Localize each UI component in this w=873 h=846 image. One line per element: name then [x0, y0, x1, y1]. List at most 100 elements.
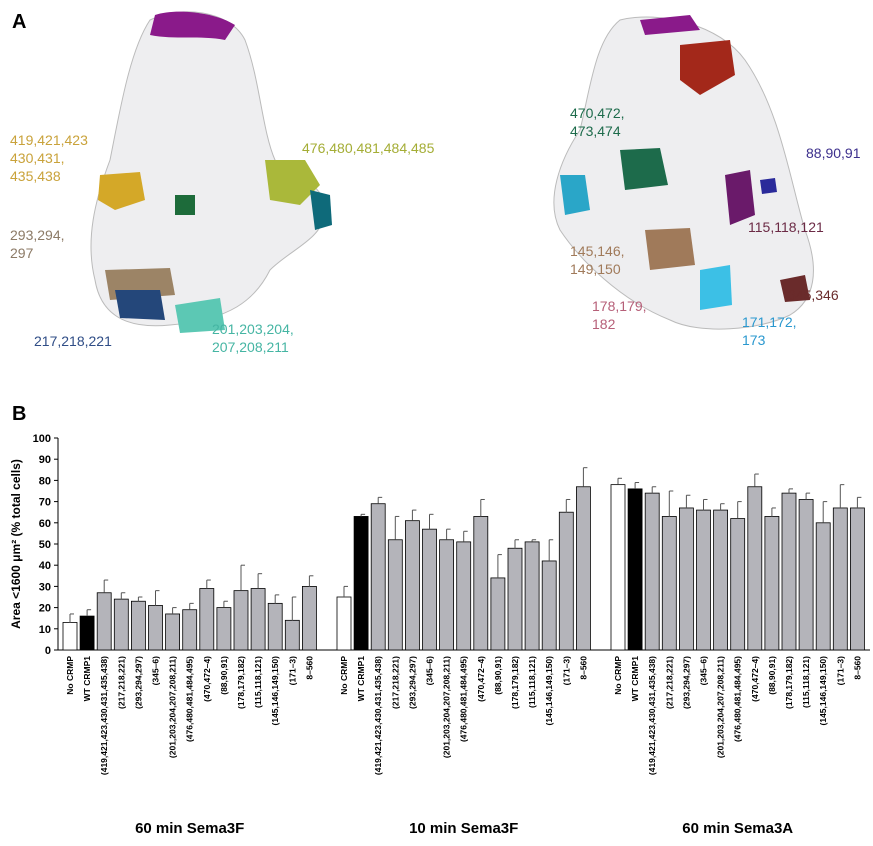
- bar: [645, 493, 659, 650]
- bar: [559, 512, 573, 650]
- bar: [371, 504, 385, 650]
- x-tick-label: No CRMP: [613, 656, 623, 695]
- residue-label: 345,346: [788, 287, 839, 303]
- y-tick-label: 70: [39, 497, 51, 509]
- bar: [765, 516, 779, 650]
- bar: [782, 493, 796, 650]
- x-tick-label: (293,294,297): [133, 656, 143, 709]
- bar: [576, 487, 590, 650]
- bar: [508, 548, 522, 650]
- residue-label: 293,294,: [10, 227, 65, 243]
- x-tick-label: (201,203,204,207,208,211): [168, 656, 178, 758]
- x-tick-label: (145,146,149,150): [544, 656, 554, 726]
- residue-label: 88,90,91: [806, 145, 861, 161]
- x-tick-label: (217,218,221): [116, 656, 126, 709]
- bar: [440, 540, 454, 650]
- x-tick-label: (476,480,481,484,495): [459, 656, 469, 742]
- bar: [302, 586, 316, 650]
- x-tick-label: 8–560: [304, 656, 314, 680]
- residue-label: 217,218,221: [34, 333, 112, 349]
- x-tick-label: (88,90,91): [219, 656, 229, 695]
- bar: [611, 485, 625, 650]
- x-tick-label: WT CRMP1: [356, 656, 366, 702]
- x-tick-label: (171–3): [287, 656, 297, 685]
- x-tick-label: (476,480,481,484,495): [733, 656, 743, 742]
- residue-label: 145,146,: [570, 243, 625, 259]
- bar: [833, 508, 847, 650]
- figure: A B Area <1600 μm² (% total cells) 419,4…: [0, 0, 873, 841]
- y-axis-label: Area <1600 μm² (% total cells): [9, 459, 23, 629]
- bar: [149, 605, 163, 650]
- x-tick-label: (419,421,423,430,431,435,438): [373, 656, 383, 775]
- bar: [285, 620, 299, 650]
- bar: [628, 489, 642, 650]
- bar: [423, 529, 437, 650]
- x-tick-label: (115,118,121): [527, 656, 537, 708]
- x-tick-label: (293,294,297): [407, 656, 417, 709]
- x-tick-label: (419,421,423,430,431,435,438): [99, 656, 109, 775]
- x-tick-label: (201,203,204,207,208,211): [716, 656, 726, 758]
- panel-label: A: [12, 11, 26, 33]
- surface-patch: [620, 148, 668, 190]
- residue-label: 297: [10, 245, 34, 261]
- x-tick-label: (88,90,91): [767, 656, 777, 695]
- y-tick-label: 100: [33, 433, 51, 445]
- group-label: 60 min Sema3A: [682, 820, 793, 837]
- surface-patch: [175, 195, 195, 215]
- bar: [200, 589, 214, 650]
- residue-label: 178,179,: [592, 298, 647, 314]
- bar: [457, 542, 471, 650]
- bar: [679, 508, 693, 650]
- bar: [491, 578, 505, 650]
- y-tick-label: 20: [39, 603, 51, 615]
- bar: [662, 516, 676, 650]
- bar: [748, 487, 762, 650]
- bar: [405, 521, 419, 650]
- x-tick-label: (470,472–4): [202, 656, 212, 702]
- x-tick-label: (171–3): [561, 656, 571, 685]
- bar: [799, 499, 813, 650]
- x-tick-label: (217,218,221): [664, 656, 674, 709]
- x-tick-label: (145,146,149,150): [818, 656, 828, 726]
- bar: [474, 516, 488, 650]
- y-tick-label: 90: [39, 454, 51, 466]
- bar: [217, 608, 231, 650]
- residue-label: 470,472,: [570, 105, 625, 121]
- bar: [731, 519, 745, 650]
- residue-label: 430,431,: [10, 150, 65, 166]
- x-tick-label: (470,472–4): [750, 656, 760, 702]
- bar: [80, 616, 94, 650]
- x-tick-label: (178,179,182): [510, 656, 520, 709]
- surface-patch: [560, 175, 590, 215]
- residue-label: 173: [742, 332, 766, 348]
- x-tick-label: (345–6): [699, 656, 709, 685]
- residue-label: 182: [592, 316, 616, 332]
- bar: [251, 589, 265, 650]
- bar: [816, 523, 830, 650]
- bar: [388, 540, 402, 650]
- bar: [114, 599, 128, 650]
- bar: [850, 508, 864, 650]
- x-tick-label: No CRMP: [65, 656, 75, 695]
- bar: [131, 601, 145, 650]
- residue-label: 115,118,121: [748, 219, 824, 235]
- bar: [542, 561, 556, 650]
- y-tick-label: 10: [39, 624, 51, 636]
- bar: [166, 614, 180, 650]
- panel-a-surfaces: [91, 12, 813, 333]
- x-tick-label: No CRMP: [339, 656, 349, 695]
- surface-patch: [725, 170, 755, 225]
- residue-label: 473,474: [570, 123, 621, 139]
- bar: [354, 516, 368, 650]
- y-tick-label: 30: [39, 581, 51, 593]
- x-tick-label: 8–560: [578, 656, 588, 680]
- x-tick-label: (293,294,297): [681, 656, 691, 709]
- surface-patch: [700, 265, 732, 310]
- y-tick-label: 40: [39, 560, 51, 572]
- x-tick-label: (178,179,182): [784, 656, 794, 709]
- residue-label: 476,480,481,484,485: [302, 140, 435, 156]
- group-label: 60 min Sema3F: [135, 820, 244, 837]
- bar: [697, 510, 711, 650]
- x-tick-label: (171–3): [835, 656, 845, 685]
- bar: [183, 610, 197, 650]
